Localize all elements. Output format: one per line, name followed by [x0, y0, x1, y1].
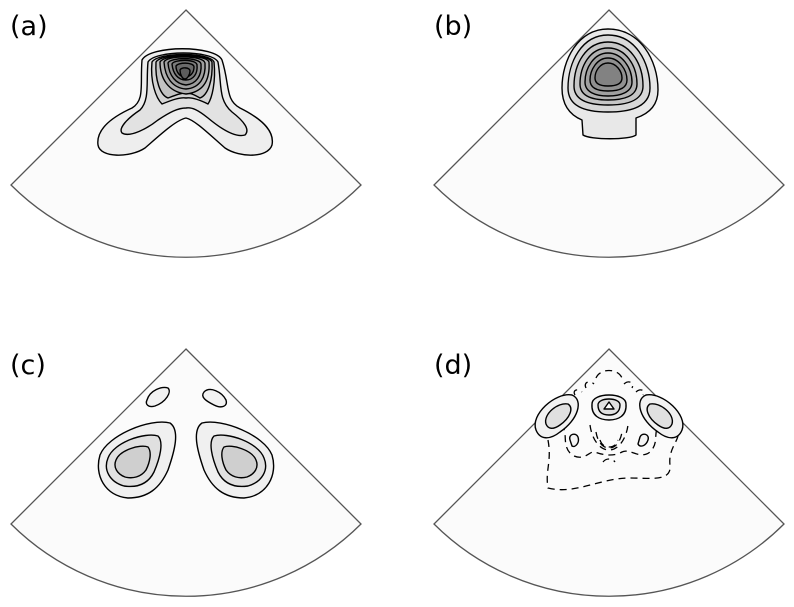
panel-a-sector	[10, 9, 362, 258]
panel-b-contours	[561, 28, 659, 140]
panel-c-sector	[10, 348, 362, 597]
panel-d-label: (d)	[434, 350, 472, 381]
panel-a-label: (a)	[10, 11, 48, 42]
panel-a: (a)	[10, 9, 362, 258]
panel-c-label: (c)	[10, 350, 46, 381]
panel-c-contours	[97, 386, 275, 499]
panel-d-contours	[534, 369, 684, 491]
panel-c: (c)	[10, 348, 362, 597]
panel-b: (b)	[433, 9, 785, 258]
panel-b-label: (b)	[434, 11, 472, 42]
panel-a-contours	[97, 48, 274, 156]
panel-d: (d)	[433, 348, 785, 597]
panel-d-sector	[433, 348, 785, 597]
